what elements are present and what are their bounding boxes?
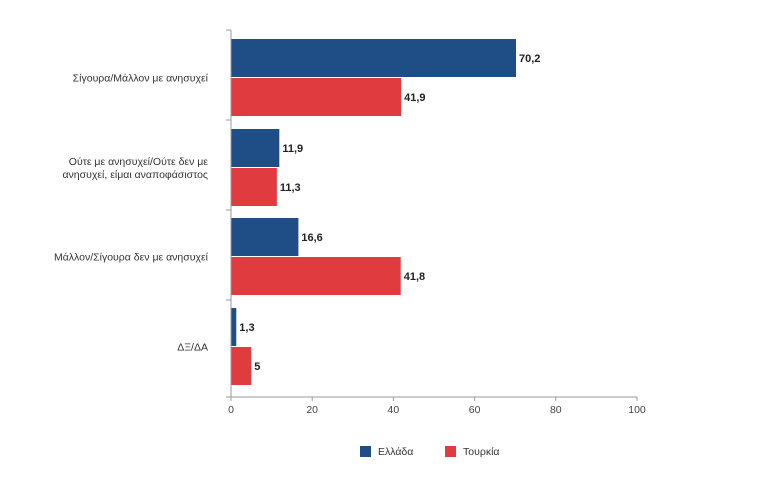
x-tick-label-4: 80 xyxy=(550,404,562,416)
x-tick-label-3: 60 xyxy=(469,404,481,416)
category-label-3-line-0: ΔΞ/ΔΑ xyxy=(177,342,208,354)
category-labels: Σίγουρα/Μάλλον με ανησυχεί Ούτε με ανησυχ… xyxy=(54,73,209,354)
x-tick-label-5: 100 xyxy=(628,404,646,416)
bar-greece-3 xyxy=(231,308,237,346)
legend-label-greece: Ελλάδα xyxy=(378,446,413,458)
bar-turkey-1 xyxy=(231,168,277,206)
bar-turkey-0 xyxy=(231,78,402,116)
bar-turkey-3 xyxy=(231,347,252,385)
bar-greece-1 xyxy=(231,129,280,167)
legend-swatch-turkey xyxy=(445,446,456,457)
data-label-greece-0: 70,2 xyxy=(519,53,540,65)
x-tick-label-2: 40 xyxy=(388,404,400,416)
bar-greece-0 xyxy=(231,39,517,77)
legend-swatch-greece xyxy=(360,446,371,457)
data-label-turkey-3: 5 xyxy=(254,361,260,373)
data-label-greece-2: 16,6 xyxy=(301,232,322,244)
category-label-1-line-1: ανησυχεί, είμαι αναποφάσιστος xyxy=(62,169,208,181)
bar-turkey-2 xyxy=(231,257,401,295)
category-label-2-line-0: Μάλλον/Σίγουρα δεν με ανησυχεί xyxy=(54,252,209,264)
data-label-greece-1: 11,9 xyxy=(282,143,303,155)
category-label-0-line-0: Σίγουρα/Μάλλον με ανησυχεί xyxy=(73,73,209,85)
data-label-turkey-1: 11,3 xyxy=(280,182,301,194)
category-label-1-line-0: Ούτε με ανησυχεί/Ούτε δεν με xyxy=(69,156,209,168)
x-tick-label-0: 0 xyxy=(228,404,234,416)
x-axis: 0 20 40 60 80 100 xyxy=(226,29,646,416)
data-label-greece-3: 1,3 xyxy=(239,322,254,334)
legend: Ελλάδα Τουρκία xyxy=(360,446,499,458)
data-label-turkey-2: 41,8 xyxy=(404,271,425,283)
bar-greece-2 xyxy=(231,218,299,256)
legend-label-turkey: Τουρκία xyxy=(463,446,499,458)
data-label-turkey-0: 41,9 xyxy=(404,92,425,104)
x-tick-label-1: 20 xyxy=(306,404,318,416)
bars-layer: 70,2 41,9 11,9 11,3 16,6 41,8 1,3 5 xyxy=(231,39,540,385)
